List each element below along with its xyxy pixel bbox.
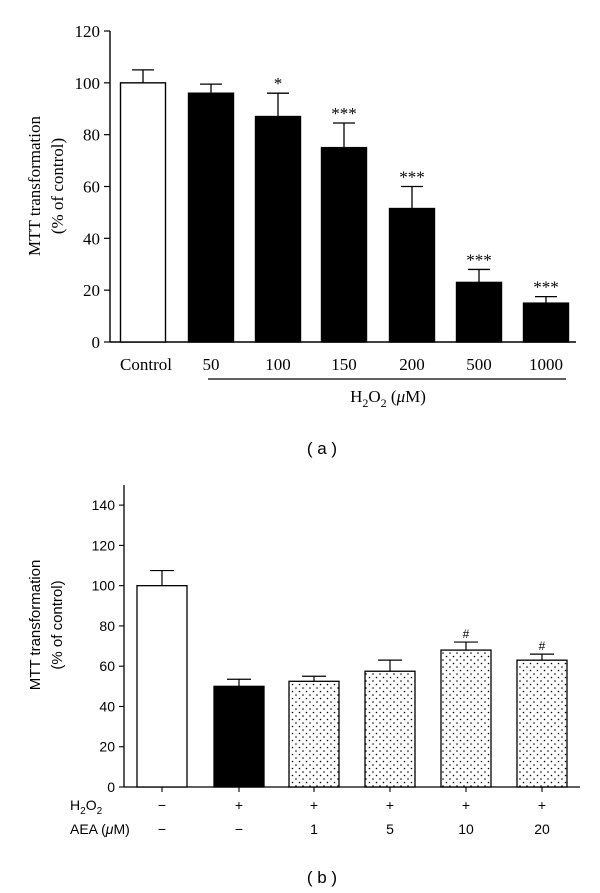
chart-b-row1-value: + xyxy=(235,797,243,813)
chart-a-axes: 0 20 40 60 80 100 120 xyxy=(75,22,576,352)
chart-b-significance: # xyxy=(463,627,470,641)
chart-a-category-label: 50 xyxy=(203,355,220,374)
chart-a-significance: *** xyxy=(399,168,425,187)
chart-a-category-label: 1000 xyxy=(529,355,563,374)
chart-b-ytick-label: 40 xyxy=(99,698,115,714)
chart-b-bar xyxy=(440,649,492,788)
chart-b-ylabel-line2: (% of control) xyxy=(49,580,66,669)
chart-a-bar xyxy=(522,302,570,343)
chart-a-category-label: 500 xyxy=(466,355,492,374)
chart-b-axes: 0 20 40 60 80 100 120 140 xyxy=(92,485,580,795)
chart-a-ytick-label: 40 xyxy=(83,229,100,248)
chart-a-ytick-label: 100 xyxy=(75,74,101,93)
chart-b-row1-value: + xyxy=(310,797,318,813)
chart-a-ytick-label: 60 xyxy=(83,178,100,197)
chart-a-ylabel-line2: (% of control) xyxy=(48,138,67,234)
chart-b-row2-value: 1 xyxy=(310,821,318,837)
chart-b-condition-rows: − − + − +1 +5 +10 +20 xyxy=(158,797,550,837)
chart-b-ytick-label: 0 xyxy=(107,779,115,795)
chart-b-row2-value: 10 xyxy=(458,821,474,837)
chart-a-bar xyxy=(320,146,368,343)
chart-a-ytick-label: 80 xyxy=(83,126,100,145)
chart-b-ytick-label: 120 xyxy=(92,537,116,553)
chart-b-bar xyxy=(288,680,340,788)
chart-a-significance: *** xyxy=(533,278,559,297)
chart-a-category-label: 200 xyxy=(399,355,425,374)
chart-b-bar xyxy=(364,670,416,788)
chart-b-row1-value: + xyxy=(462,797,470,813)
chart-a-category-label: Control xyxy=(120,355,172,374)
chart-b-row2-label: AEA (μM) xyxy=(70,821,130,837)
chart-a-bar xyxy=(254,115,302,343)
chart-b-row1-label: H2O2 xyxy=(70,797,103,817)
chart-a-ytick-label: 120 xyxy=(75,22,101,41)
chart-b-panel-label: ( b ) xyxy=(307,868,337,887)
chart-a-significance: * xyxy=(274,74,283,93)
chart-b-bar xyxy=(516,659,568,788)
chart-b-ytick-label: 20 xyxy=(99,739,115,755)
chart-b-significance: # xyxy=(539,639,546,653)
chart-b-bar xyxy=(136,585,188,788)
chart-a-bar xyxy=(187,92,235,343)
chart-a-ytick-label: 0 xyxy=(92,333,101,352)
chart-a-significance: *** xyxy=(466,250,492,269)
chart-a-category-label: 150 xyxy=(331,355,357,374)
chart-b-ytick-label: 140 xyxy=(92,497,116,513)
chart-a-significance: *** xyxy=(331,104,357,123)
chart-a-ytick-label: 20 xyxy=(83,281,100,300)
chart-b-row2-value: − xyxy=(235,821,243,837)
chart-a-group-label: H2O2 (μM) xyxy=(350,387,426,410)
chart-a-category-label: 100 xyxy=(265,355,291,374)
chart-b-ytick-label: 100 xyxy=(92,578,116,594)
chart-a-panel-label: ( a ) xyxy=(307,439,337,458)
chart-b-row2-value: 5 xyxy=(386,821,394,837)
chart-a-bar xyxy=(455,281,503,343)
chart-b-row2-value: 20 xyxy=(534,821,550,837)
chart-b-bar xyxy=(213,685,265,788)
chart-b-row1-value: + xyxy=(538,797,546,813)
chart-b-row2-value: − xyxy=(158,821,166,837)
chart-b-row1-value: + xyxy=(386,797,394,813)
chart-a-bar xyxy=(119,82,167,343)
chart-b-ylabel-line1: MTT transformation xyxy=(27,560,44,691)
chart-b-row1-value: − xyxy=(158,797,166,813)
chart-b-ytick-label: 80 xyxy=(99,618,115,634)
chart-b-ytick-label: 60 xyxy=(99,658,115,674)
chart-a-bars: Control 50 * 100 *** 150 *** 200 *** 500 *** 1000 xyxy=(119,69,570,374)
chart-b-bars: ## xyxy=(136,569,568,788)
chart-a: 0 20 40 60 80 100 120 Control 50 * 100 *** 150 *** 20… xyxy=(25,22,576,458)
chart-a-ylabel-line1: MTT transformation xyxy=(25,116,44,256)
chart-a-bar xyxy=(388,207,436,343)
